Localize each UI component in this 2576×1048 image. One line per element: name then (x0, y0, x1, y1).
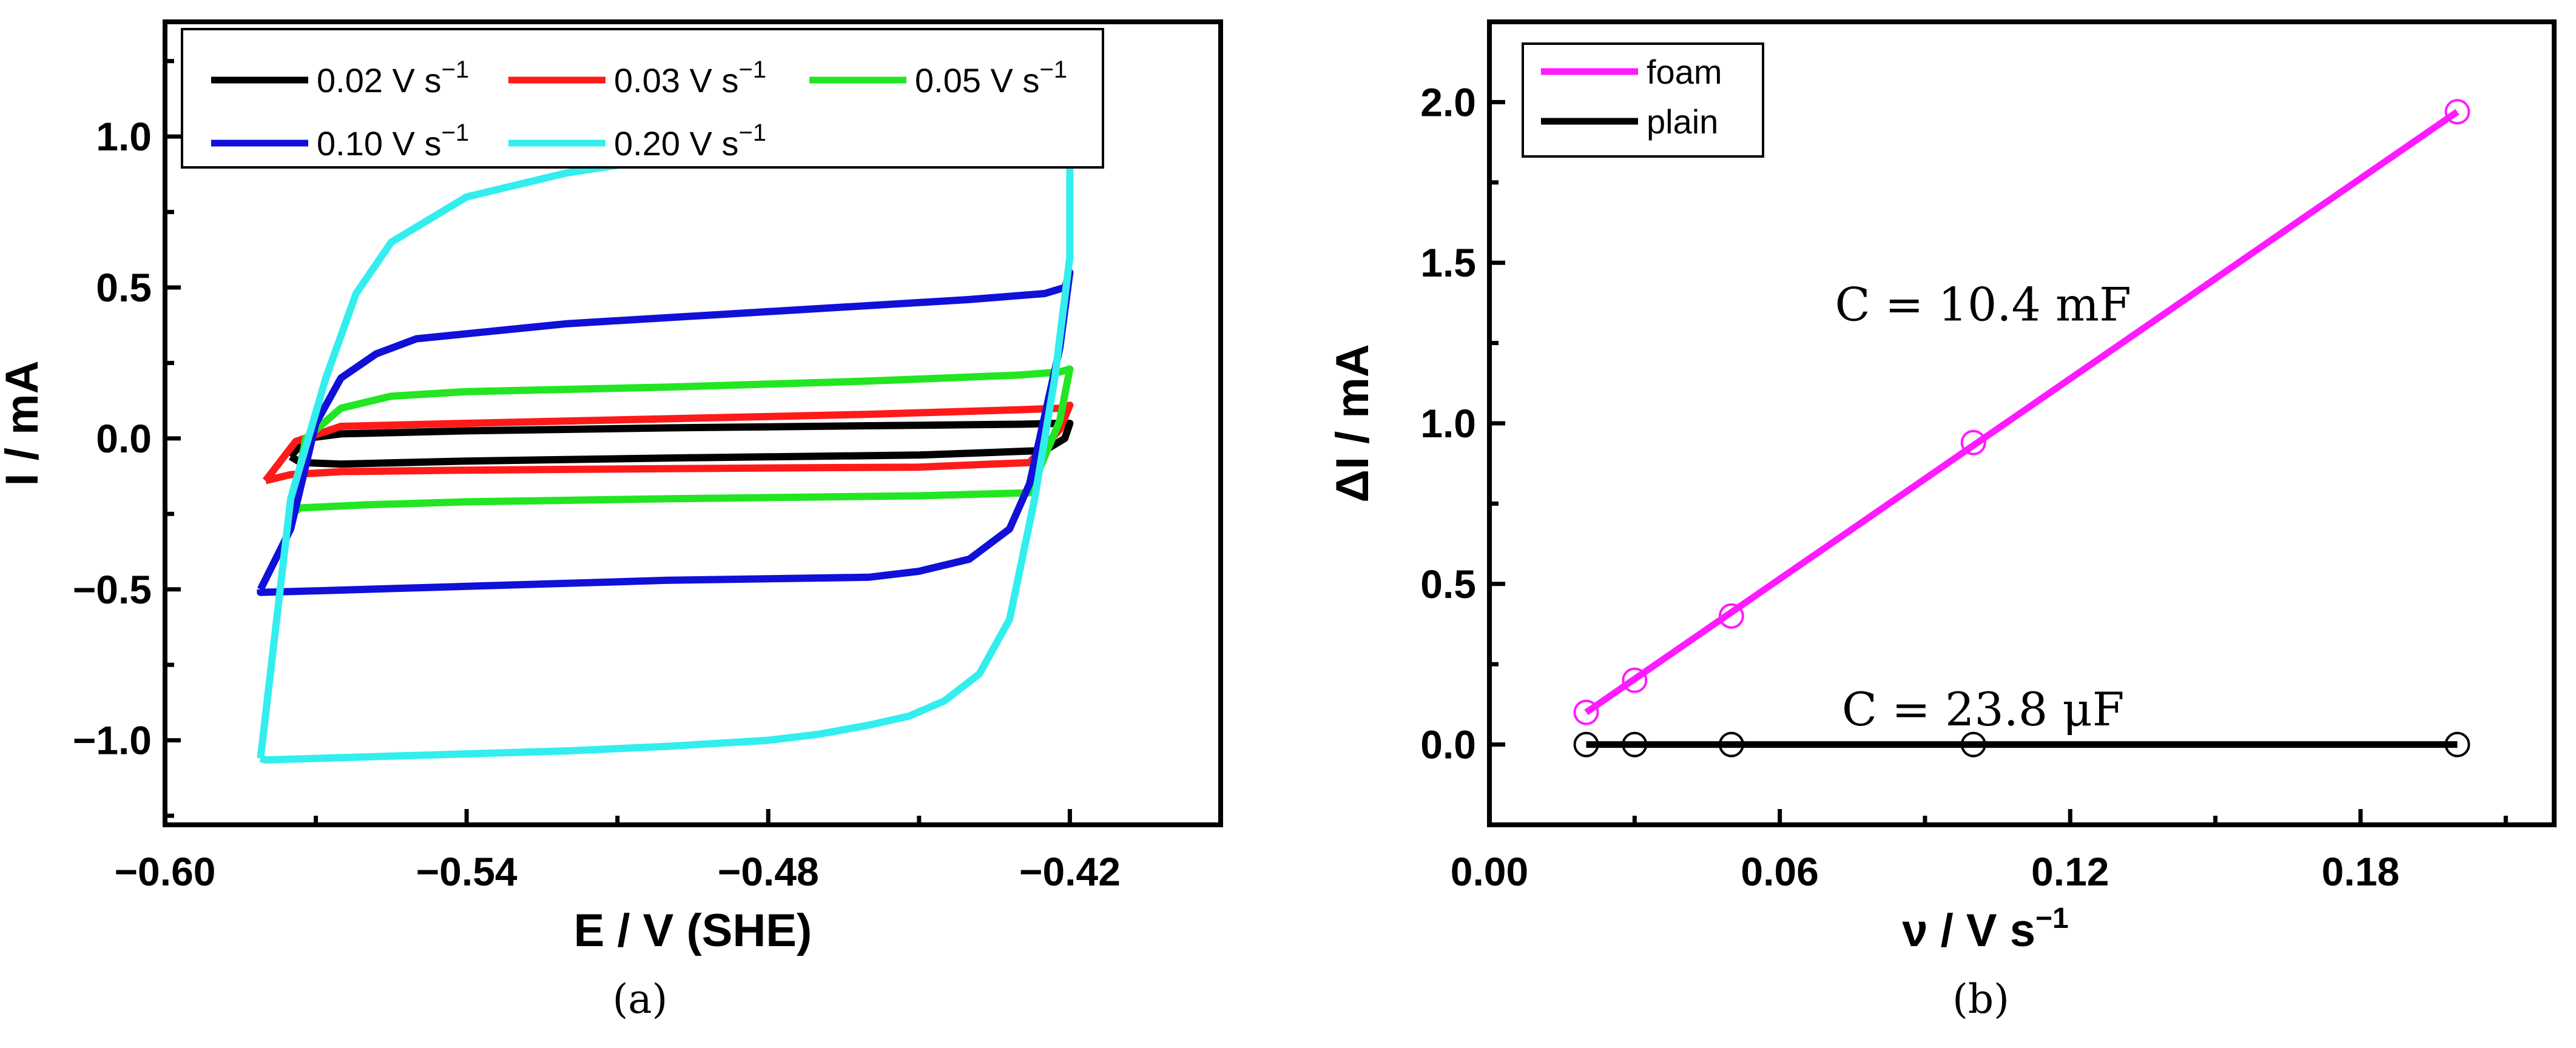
y-tick-label: 1.0 (96, 114, 152, 159)
cv-curve (288, 420, 1074, 468)
x-axis-label: ν / V s−1 (1902, 902, 2068, 956)
y-tick-label: 2.0 (1420, 79, 1476, 124)
data-point (1622, 667, 1648, 693)
panel-b-chart: 0.00 0.06 0.12 0.18 0.0 0.5 1.0 1.5 2.0 ν / V s−1… (1327, 19, 2557, 956)
data-point (1573, 731, 1599, 757)
capacitance-annotation: C = 23.8 μF (1842, 682, 2125, 736)
legend: foam plain (1522, 42, 1764, 158)
data-point (1573, 699, 1599, 725)
legend-label: foam (1647, 53, 1722, 91)
cv-curve (287, 365, 1074, 517)
capacitance-annotation: C = 10.4 mF (1835, 278, 2131, 332)
y-tick-label: 0.0 (1420, 722, 1476, 767)
plot-frame (163, 19, 1223, 827)
x-axis-label: E / V (SHE) (574, 905, 812, 956)
data-point (1960, 731, 1986, 757)
y-axis-label: I / mA (0, 361, 48, 486)
x-tick-label: −0.54 (416, 849, 518, 894)
y-tick-label: 1.0 (1420, 401, 1476, 446)
data-point (1718, 603, 1744, 629)
data-point (1622, 731, 1648, 757)
panel-a-caption: (a) (613, 976, 668, 1023)
legend: 0.02 V s−1 0.03 V s−1 0.05 V s−10.10 V s−1… (181, 28, 1104, 169)
data-point (2444, 731, 2470, 757)
x-tick-label: 0.12 (2031, 849, 2109, 894)
legend-entry: plain (1541, 102, 1718, 141)
y-tick-label: −0.5 (73, 567, 152, 612)
y-tick-label: 0.0 (96, 416, 152, 461)
legend-box (1522, 42, 1764, 158)
fit-line (1584, 109, 2460, 716)
y-tick-label: 0.5 (96, 265, 152, 310)
panel-a-chart: −0.60 −0.54 −0.48 −0.42 −1.0 −0.5 0.0 0.5 1.0 E /… (0, 19, 1223, 956)
legend-entry: foam (1541, 53, 1722, 91)
panel-b-caption: (b) (1952, 976, 2009, 1023)
legend-label: plain (1647, 102, 1718, 141)
cv-curve (262, 401, 1074, 485)
legend-box (181, 28, 1104, 169)
y-tick-label: 0.5 (1420, 562, 1476, 606)
x-tick-label: −0.60 (115, 849, 216, 894)
x-tick-label: −0.42 (1019, 849, 1121, 894)
x-tick-label: 0.00 (1451, 849, 1528, 894)
y-tick-label: 1.5 (1420, 240, 1476, 285)
x-tick-label: 0.18 (2322, 849, 2399, 894)
x-tick-label: 0.06 (1741, 849, 1818, 894)
y-axis-label: ΔI / mA (1327, 344, 1378, 503)
y-tick-label: −1.0 (73, 718, 152, 763)
x-tick-label: −0.48 (718, 849, 819, 894)
data-point (1960, 429, 1986, 455)
data-point (1718, 731, 1744, 757)
data-point (2444, 99, 2470, 125)
